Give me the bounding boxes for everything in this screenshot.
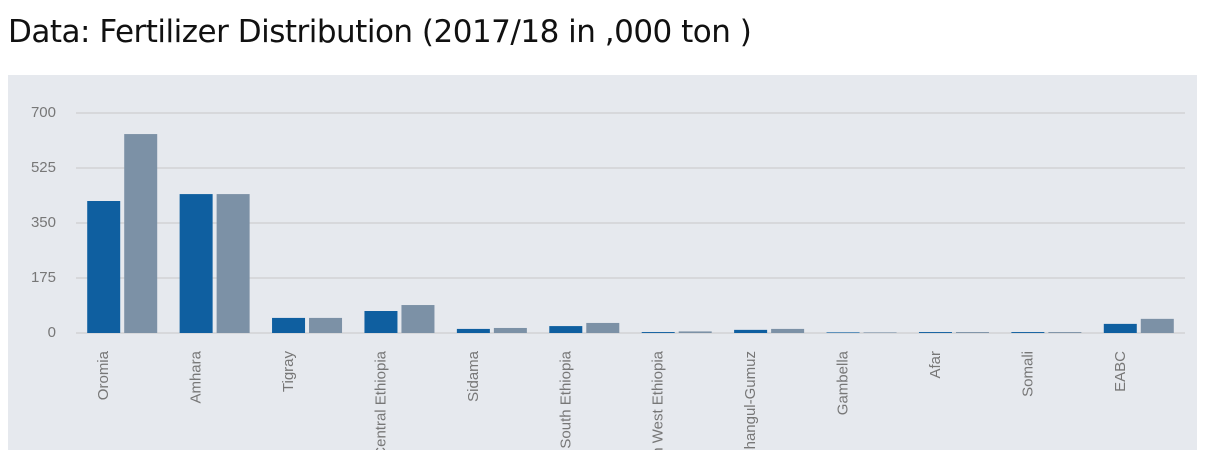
bar (309, 317, 343, 333)
y-tick-label: 700 (31, 104, 56, 121)
y-tick-label: 175 (31, 269, 56, 286)
bar (955, 332, 989, 333)
bar (87, 201, 121, 333)
bar (216, 194, 250, 333)
chart-title: Data: Fertilizer Distribution (2017/18 i… (8, 14, 752, 50)
bar (1103, 323, 1137, 333)
x-tick-label: Benishangul-Gumuz (742, 351, 759, 450)
y-tick-label: 350 (31, 214, 56, 231)
bar (641, 332, 675, 333)
bar (549, 326, 583, 333)
bar (586, 322, 620, 333)
x-tick-label: EABC (1112, 351, 1129, 392)
x-tick-label: Oromia (95, 350, 112, 400)
bar (1140, 318, 1174, 333)
bar (272, 317, 306, 333)
x-tick-label: Gambella (835, 350, 852, 415)
bar (364, 311, 398, 333)
x-tick-label: Amhara (188, 350, 205, 403)
x-tick-label: Tigray (280, 351, 297, 393)
bar (734, 329, 768, 333)
bar (1048, 332, 1082, 333)
x-tick-label: Somali (1019, 351, 1036, 397)
bar (826, 332, 860, 333)
bar (493, 327, 527, 333)
x-tick-label: Central Ethiopia (372, 350, 389, 450)
x-tick-label: Afar (927, 351, 944, 379)
chart: 0 175 350 525 700 Oromia Amhara Tigray Central E… (8, 75, 1197, 450)
x-tick-label: Sidama (465, 350, 482, 402)
bar (771, 328, 805, 333)
bar (918, 332, 952, 333)
bar (1011, 332, 1045, 333)
x-tick-label: South West Ethiopia (650, 350, 667, 450)
y-tick-label: 525 (31, 159, 56, 176)
bar (124, 134, 158, 333)
bar (678, 331, 712, 333)
bar (401, 305, 435, 333)
y-tick-label: 0 (48, 324, 56, 341)
bar (179, 194, 213, 333)
x-tick-label: South Ethiopia (557, 350, 574, 448)
bar (456, 328, 490, 333)
bar (863, 332, 897, 333)
